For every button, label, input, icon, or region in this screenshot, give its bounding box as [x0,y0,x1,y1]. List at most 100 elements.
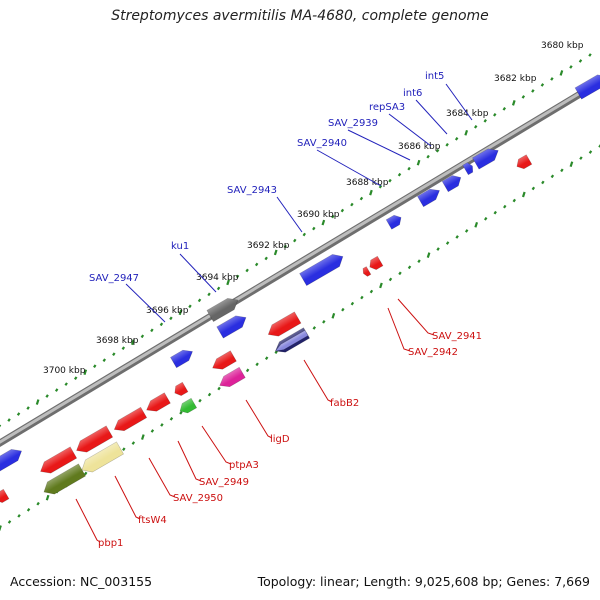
tick-mark [579,156,583,160]
tick-mark [150,429,155,433]
tick-mark [54,388,59,392]
tick-mark [569,65,573,69]
gene-int6[interactable] [472,145,501,170]
gene-repSA3[interactable] [462,161,475,176]
tick-mark [588,53,592,57]
tick-mark [264,356,269,361]
tick-mark [359,196,364,201]
tick-mark [35,399,40,405]
tick-mark [369,289,374,294]
tick-mark [36,501,40,506]
tick-mark [502,107,507,111]
tick-mark [169,417,174,421]
gene-pbp1-a[interactable] [37,446,78,477]
tick-mark [217,386,221,391]
tick-mark [455,235,459,239]
gene-SAV_2949-small[interactable] [172,381,189,398]
tick-mark [445,241,450,245]
tick-mark [160,423,164,427]
tick-mark [407,265,412,270]
gene-ftsW4-b[interactable] [73,425,114,456]
genome-backbone [0,77,600,448]
gene-ligD[interactable] [210,350,237,373]
tick-mark [207,392,212,397]
gene-SAV_2941-right[interactable] [514,154,533,172]
tick-mark [550,77,554,81]
tick-label-6: 3692 kbp [247,241,290,251]
tick-label-7: 3694 kbp [196,273,239,283]
tick-label-10: 3700 kbp [43,366,86,376]
leader-SAV_2949 [177,440,202,482]
tick-mark [540,83,545,87]
gene-features[interactable] [0,71,600,505]
tick-mark [312,326,317,330]
tick-label-9: 3698 kbp [96,336,139,346]
gene-left-forward[interactable] [0,445,25,476]
gene-SAV_2950[interactable] [144,392,171,415]
gene-ku1[interactable] [299,250,347,287]
tick-mark [569,161,574,168]
leader-ku1 [179,253,217,293]
tick-mark [483,216,488,221]
leader-SAV_2942 [387,307,411,352]
tick-mark [541,180,545,185]
tick-mark [493,113,497,117]
gene-SAV_2947b[interactable] [170,346,195,369]
gene-ptpA3[interactable] [217,366,246,390]
tick-mark [416,159,421,166]
tick-mark [64,382,68,386]
label-ligD: ligD [270,434,290,445]
tick-mark [169,316,173,321]
label-ku1: ku1 [171,241,189,252]
leader-ligD [245,399,273,439]
tick-mark [254,262,259,267]
gene-light-feature[interactable] [78,441,124,476]
label-SAV_2949: SAV_2949 [199,477,249,488]
gene-pbp1[interactable] [40,463,86,498]
gene-fabB2-shade[interactable] [274,329,309,353]
tick-mark [45,394,49,398]
gene-SAV_2949[interactable] [177,397,198,416]
label-SAV_2939: SAV_2939 [328,118,378,129]
gene-SAV_2943[interactable] [385,213,404,230]
tick-mark [7,520,12,524]
tick-mark [7,418,11,422]
label-leader-lines [75,83,473,543]
tick-label-1: 3682 kbp [494,74,537,84]
tick-mark [283,244,287,249]
leader-pbp1 [75,498,101,543]
tick-mark [321,219,326,226]
tick-mark [521,95,526,99]
tick-mark [398,271,402,276]
tick-mark [426,252,431,258]
gene-SAV_2947[interactable] [216,312,249,339]
tick-mark [45,494,50,501]
tick-mark [598,144,600,148]
leader-int5 [445,83,473,121]
tick-mark [426,154,430,159]
tick-mark [493,210,497,215]
tick-mark [245,368,250,373]
tick-mark [512,198,517,203]
gene-grey-feature[interactable] [206,294,241,323]
tick-mark [435,148,440,153]
gene-SAV_2940[interactable] [417,185,442,208]
label-pbp1: pbp1 [98,538,123,549]
gene-int5[interactable] [574,71,600,100]
gene-left-reverse[interactable] [0,488,10,505]
gene-SAV_2941[interactable] [367,255,384,272]
leader-SAV_2943 [276,196,303,233]
tick-label-3: 3686 kbp [398,142,441,152]
leader-SAV_2940 [316,149,382,187]
gene-fabB2-a[interactable] [265,311,302,340]
gene-SAV_2939[interactable] [441,172,464,193]
tick-mark [388,277,393,282]
tick-mark [122,447,126,451]
tick-mark [179,410,183,415]
tick-mark [26,406,30,410]
tick-mark [150,328,154,333]
gene-SAV_2942[interactable] [361,266,372,278]
gene-ftsW4-a[interactable] [111,406,148,434]
label-SAV_2943: SAV_2943 [227,185,277,196]
